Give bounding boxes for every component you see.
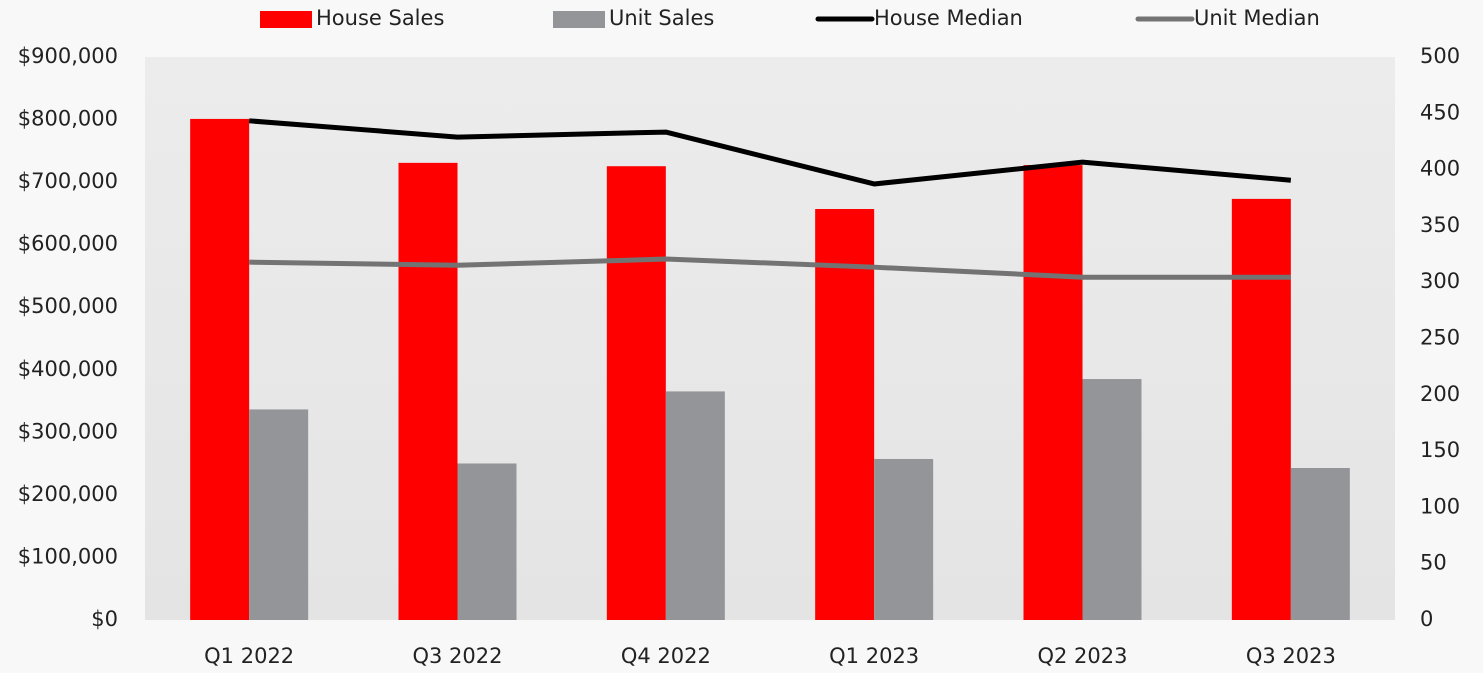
legend-swatch: [553, 11, 605, 28]
y-tick-label: $600,000: [18, 232, 118, 256]
y-tick-label: $500,000: [18, 294, 118, 318]
bar: [1082, 379, 1142, 620]
y2-tick-label: 100: [1420, 494, 1460, 518]
bar: [874, 458, 934, 620]
bar: [1023, 165, 1083, 620]
bar: [606, 166, 666, 621]
legend-label: Unit Sales: [609, 6, 714, 30]
y-tick-label: $200,000: [18, 482, 118, 506]
y2-tick-label: 200: [1420, 382, 1460, 406]
bar: [665, 391, 725, 620]
legend-label: Unit Median: [1194, 6, 1320, 30]
legend-swatch: [260, 11, 312, 28]
x-tick-label: Q1 2022: [204, 644, 294, 668]
plot-area: [145, 57, 1395, 620]
y-tick-label: $0: [91, 607, 118, 631]
legend-label: House Sales: [316, 6, 444, 30]
line: [249, 256, 1291, 280]
bar: [457, 463, 517, 620]
x-tick-label: Q3 2022: [412, 644, 502, 668]
bar: [190, 118, 250, 621]
y2-tick-label: 0: [1420, 607, 1433, 631]
y2-tick-label: 50: [1420, 551, 1447, 575]
y2-tick-label: 500: [1420, 44, 1460, 68]
x-tick-label: Q2 2023: [1037, 644, 1127, 668]
y-tick-label: $700,000: [18, 169, 118, 193]
y-tick-label: $800,000: [18, 107, 118, 131]
x-tick-label: Q3 2023: [1246, 644, 1336, 668]
y-tick-label: $100,000: [18, 544, 118, 568]
y-tick-label: $300,000: [18, 419, 118, 443]
bar: [249, 409, 309, 620]
y2-tick-label: 250: [1420, 326, 1460, 350]
y2-tick-label: 450: [1420, 100, 1460, 124]
y2-tick-label: 300: [1420, 269, 1460, 293]
y-tick-label: $900,000: [18, 44, 118, 68]
x-tick-label: Q1 2023: [829, 644, 919, 668]
legend-label: House Median: [874, 6, 1023, 30]
bar: [398, 162, 458, 620]
x-tick-label: Q4 2022: [621, 644, 711, 668]
bar: [1290, 467, 1350, 620]
y2-tick-label: 150: [1420, 438, 1460, 462]
y2-tick-label: 400: [1420, 157, 1460, 181]
y2-tick-label: 350: [1420, 213, 1460, 237]
bar: [1231, 198, 1291, 620]
bar: [815, 209, 875, 620]
y-tick-label: $400,000: [18, 357, 118, 381]
line: [248, 118, 1292, 187]
